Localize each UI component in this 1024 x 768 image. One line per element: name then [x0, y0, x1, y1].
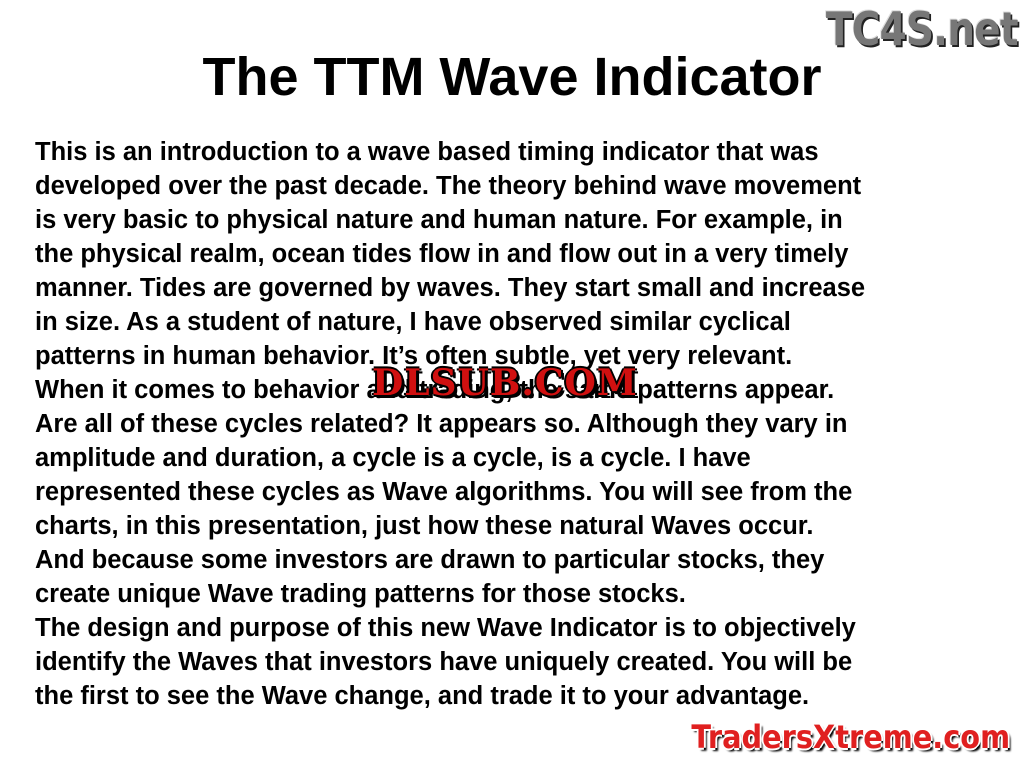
slide-body: This is an introduction to a wave based … [35, 135, 1015, 713]
body-line: is very basic to physical nature and hum… [35, 206, 843, 234]
body-line: in size. As a student of nature, I have … [35, 308, 791, 336]
body-line: Are all of these cycles related? It appe… [35, 410, 848, 438]
body-line: manner. Tides are governed by waves. The… [35, 274, 866, 302]
body-line: the physical realm, ocean tides flow in … [35, 240, 849, 268]
body-line: represented these cycles as Wave algorit… [35, 478, 853, 506]
watermark: TC4S.net [826, 2, 1019, 56]
body-line: the first to see the Wave change, and tr… [35, 682, 810, 710]
body-line: And because some investors are drawn to … [35, 546, 825, 574]
slide-title: The TTM Wave Indicator [202, 47, 822, 107]
body-line: create unique Wave trading patterns for … [35, 580, 686, 608]
body-line: The design and purpose of this new Wave … [35, 614, 856, 642]
body-line: patterns in human behavior. It’s often s… [35, 342, 793, 370]
body-line: charts, in this presentation, just how t… [35, 512, 814, 540]
body-line: developed over the past decade. The theo… [35, 172, 862, 200]
body-line: identify the Waves that investors have u… [35, 648, 853, 676]
body-line: When it comes to behavior and trading, t… [35, 376, 835, 404]
watermark: DLSUB.COM [372, 362, 638, 404]
watermark: TradersXtreme.com [691, 718, 1010, 756]
body-line: This is an introduction to a wave based … [35, 138, 819, 166]
body-line: amplitude and duration, a cycle is a cyc… [35, 444, 751, 472]
